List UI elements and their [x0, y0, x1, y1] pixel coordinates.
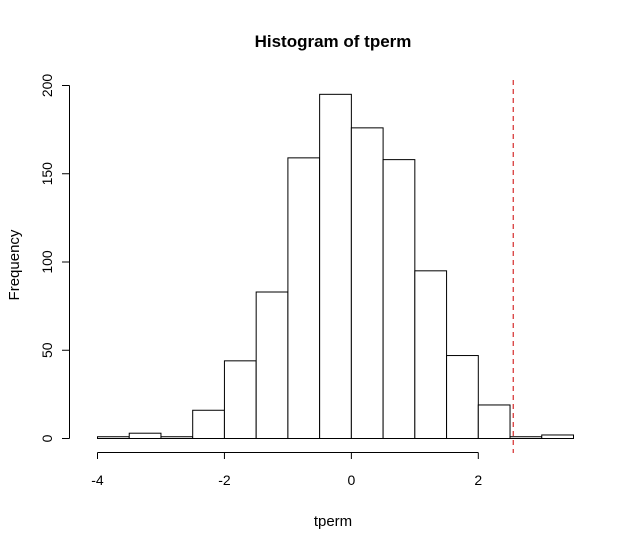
histogram-bar: [287, 157, 321, 440]
histogram-bar: [97, 436, 130, 439]
x-tick-label: 2: [474, 472, 482, 488]
x-axis: -4 -2 0 2: [91, 452, 482, 488]
y-axis: 0 50 100 150 200: [39, 74, 70, 442]
x-axis-label: tperm: [314, 513, 352, 530]
x-tick-label: -4: [91, 472, 104, 488]
histogram-bar: [192, 409, 225, 440]
x-tick-label: -2: [218, 472, 231, 488]
y-tick-label: 150: [39, 162, 55, 186]
histogram-bar: [477, 404, 511, 439]
y-tick-label: 50: [39, 342, 55, 358]
histogram-bar: [319, 93, 352, 439]
chart-title: Histogram of tperm: [255, 32, 412, 51]
histogram-bar: [223, 360, 257, 439]
y-tick-label: 100: [39, 250, 55, 274]
y-tick-label: 200: [39, 74, 55, 98]
bars-group: [97, 93, 574, 440]
histogram-bar: [350, 127, 384, 440]
y-tick-label: 0: [39, 434, 55, 442]
histogram-bar: [255, 291, 289, 439]
histogram-bar: [160, 436, 194, 439]
histogram-bar: [382, 159, 416, 439]
histogram-bar: [509, 436, 543, 439]
x-tick-label: 0: [347, 472, 355, 488]
histogram-bar: [414, 270, 448, 440]
histogram-bar: [446, 355, 479, 440]
y-axis-label: Frequency: [6, 229, 23, 300]
histogram-bar: [128, 432, 162, 439]
histogram-bar: [541, 434, 574, 440]
